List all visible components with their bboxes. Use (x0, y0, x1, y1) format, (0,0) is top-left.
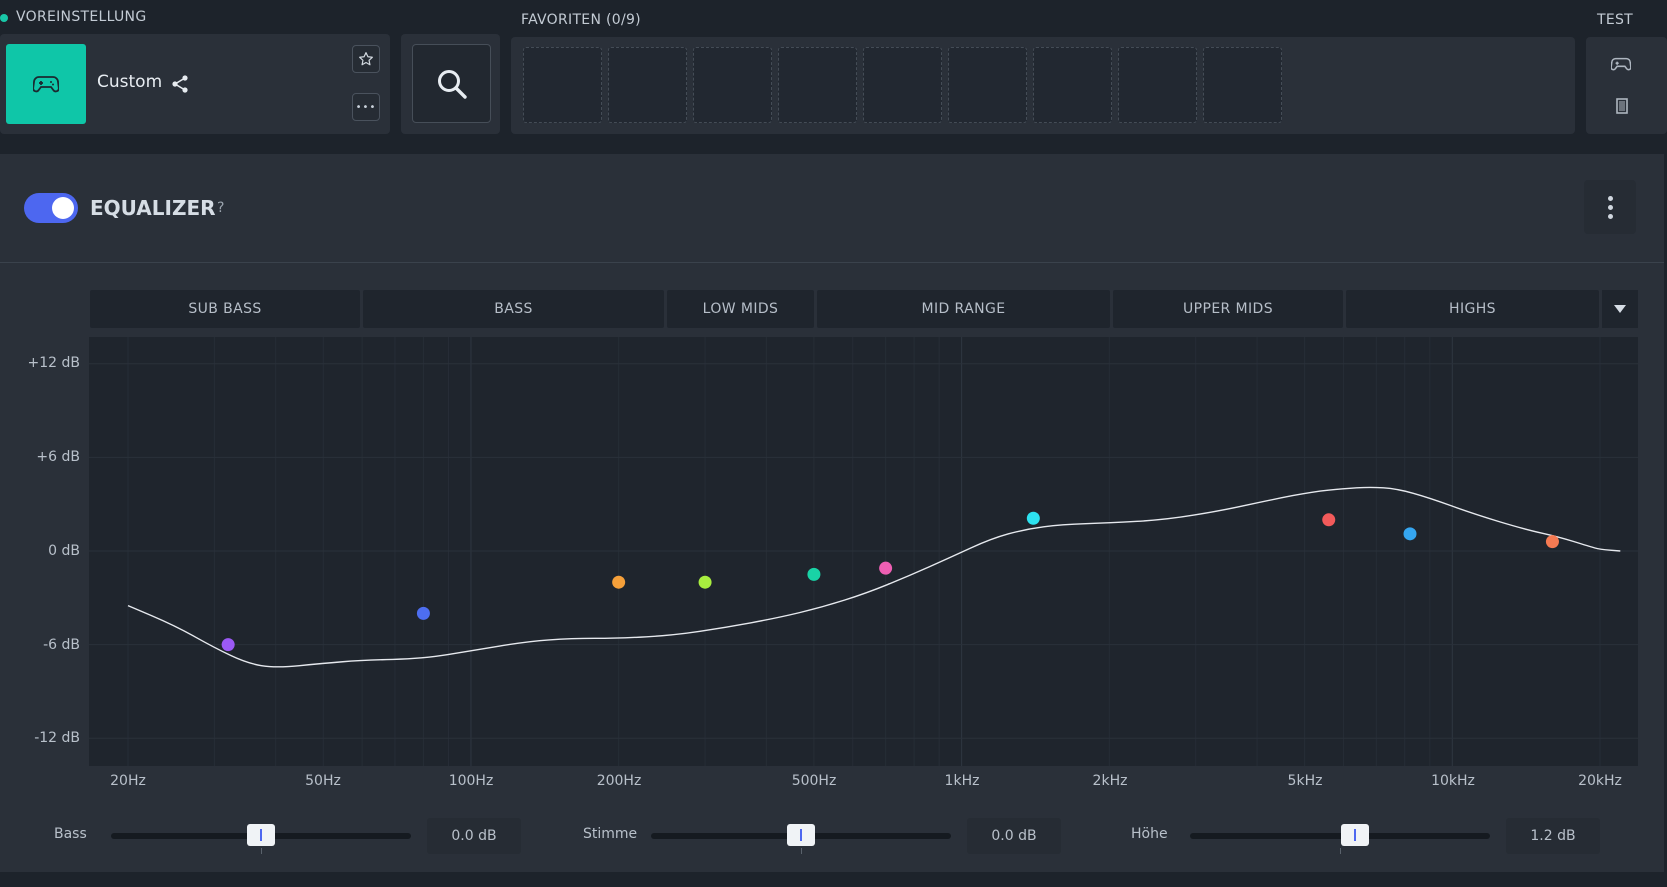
gamepad-icon (33, 76, 59, 93)
eq-response-curve (127, 486, 1622, 668)
band-bass[interactable]: BASS (363, 290, 664, 328)
kebab-dot (1607, 195, 1613, 201)
band-upper-mids[interactable]: UPPER MIDS (1113, 290, 1343, 328)
preset-icon-tile[interactable] (6, 44, 86, 124)
hz-label: 100Hz (448, 773, 494, 789)
toggle-knob (52, 197, 74, 219)
kebab-dot (1607, 213, 1613, 219)
bass-value: 0.0 dB (427, 818, 521, 854)
hoehe-slider-thumb[interactable] (1341, 824, 1369, 846)
star-icon (359, 52, 373, 66)
slider-label-bass: Bass (54, 826, 87, 842)
favorite-slot[interactable] (693, 47, 772, 123)
hz-label: 20kHz (1578, 773, 1622, 789)
hz-label: 5kHz (1287, 773, 1323, 789)
memory-chip-icon[interactable] (1614, 98, 1630, 114)
favorite-slot[interactable] (523, 47, 602, 123)
hz-label: 20Hz (110, 773, 146, 789)
eq-band-handle[interactable] (416, 606, 430, 620)
bass-slider-thumb[interactable] (247, 824, 275, 846)
eq-graph-svg[interactable] (89, 337, 1638, 766)
preset-name: Custom (97, 72, 163, 92)
hoehe-value: 1.2 dB (1506, 818, 1600, 854)
test-panel (1586, 37, 1667, 134)
stimme-value: 0.0 dB (967, 818, 1061, 854)
eq-band-handle[interactable] (1545, 535, 1559, 549)
band-dropdown-button[interactable] (1602, 290, 1638, 328)
slider-center-tick (1340, 848, 1341, 854)
search-icon (437, 69, 467, 99)
band-highs[interactable]: HIGHS (1346, 290, 1599, 328)
preset-section-label: VOREINSTELLUNG (16, 9, 147, 25)
divider (0, 262, 1664, 263)
favorite-slot[interactable] (1118, 47, 1197, 123)
db-label: +6 dB (36, 449, 80, 465)
eq-band-handle[interactable] (698, 575, 712, 589)
equalizer-menu-button[interactable] (1584, 180, 1636, 234)
db-label: -6 dB (43, 637, 80, 653)
favorite-slot[interactable] (1203, 47, 1282, 123)
slider-label-stimme: Stimme (583, 826, 638, 842)
share-icon[interactable] (170, 74, 190, 94)
eq-band-handle[interactable] (879, 561, 893, 575)
hz-label: 500Hz (791, 773, 837, 789)
favorite-slot[interactable] (608, 47, 687, 123)
preset-status-dot (0, 14, 8, 22)
help-icon[interactable]: ? (217, 200, 225, 216)
eq-band-handle[interactable] (612, 575, 626, 589)
equalizer-toggle[interactable] (24, 193, 78, 223)
db-label: 0 dB (48, 543, 80, 559)
db-label: -12 dB (34, 730, 80, 746)
hz-label: 1kHz (944, 773, 980, 789)
search-button[interactable] (412, 44, 491, 123)
band-low-mids[interactable]: LOW MIDS (667, 290, 814, 328)
test-section-label: TEST (1597, 12, 1634, 28)
eq-band-handle[interactable] (1026, 511, 1040, 525)
db-label: +12 dB (27, 355, 81, 371)
eq-band-handle[interactable] (221, 638, 235, 652)
favorite-button[interactable] (352, 45, 380, 73)
slider-label-hoehe: Höhe (1131, 826, 1168, 842)
band-mid-range[interactable]: MID RANGE (817, 290, 1110, 328)
band-sub-bass[interactable]: SUB BASS (90, 290, 360, 328)
stimme-slider-thumb[interactable] (787, 824, 815, 846)
eq-band-handle[interactable] (807, 567, 821, 581)
eq-graph[interactable] (89, 337, 1638, 766)
more-horizontal-icon: ••• (355, 101, 377, 113)
hz-label: 10kHz (1431, 773, 1475, 789)
preset-more-button[interactable]: ••• (352, 93, 380, 121)
hz-label: 50Hz (305, 773, 341, 789)
favorites-section-label: FAVORITEN (0/9) (521, 12, 641, 28)
kebab-dot (1607, 204, 1613, 210)
favorite-slot[interactable] (778, 47, 857, 123)
slider-center-tick (801, 848, 802, 854)
caret-down-icon (1614, 305, 1626, 313)
eq-band-handle[interactable] (1403, 527, 1417, 541)
slider-center-tick (261, 848, 262, 854)
favorite-slot[interactable] (1033, 47, 1112, 123)
eq-band-handle[interactable] (1322, 513, 1336, 527)
hoehe-slider[interactable] (1190, 833, 1490, 839)
equalizer-title: EQUALIZER (90, 196, 216, 220)
hz-label: 2kHz (1092, 773, 1128, 789)
favorite-slot[interactable] (948, 47, 1027, 123)
gamepad-icon[interactable] (1611, 56, 1631, 72)
hz-label: 200Hz (596, 773, 642, 789)
favorite-slot[interactable] (863, 47, 942, 123)
